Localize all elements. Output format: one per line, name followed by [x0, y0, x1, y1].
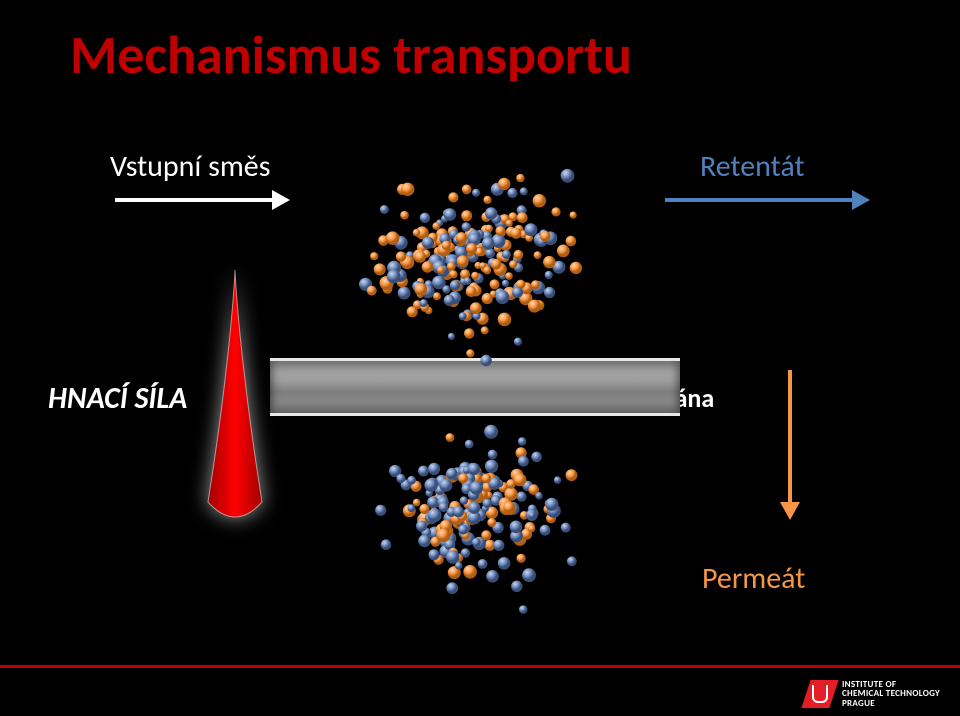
logo-icon	[801, 680, 838, 708]
particle-cluster-bottom	[330, 405, 610, 615]
particle-cluster-top	[320, 145, 620, 375]
driving-force-spike	[198, 260, 272, 530]
label-retentate: Retentát	[700, 148, 805, 185]
label-feed: Vstupní směs	[110, 148, 270, 185]
label-driving-force: HNACÍ SÍLA	[48, 380, 187, 417]
page-title: Mechanismus transportu	[70, 22, 632, 88]
footer-logo: INSTITUTE OF CHEMICAL TECHNOLOGY PRAGUE	[806, 680, 940, 708]
footer-rule	[0, 665, 960, 668]
slide: Mechanismus transportu Vstupní směs Rete…	[0, 0, 960, 716]
label-permeate: Permeát	[702, 560, 805, 597]
logo-text: INSTITUTE OF CHEMICAL TECHNOLOGY PRAGUE	[842, 680, 940, 708]
